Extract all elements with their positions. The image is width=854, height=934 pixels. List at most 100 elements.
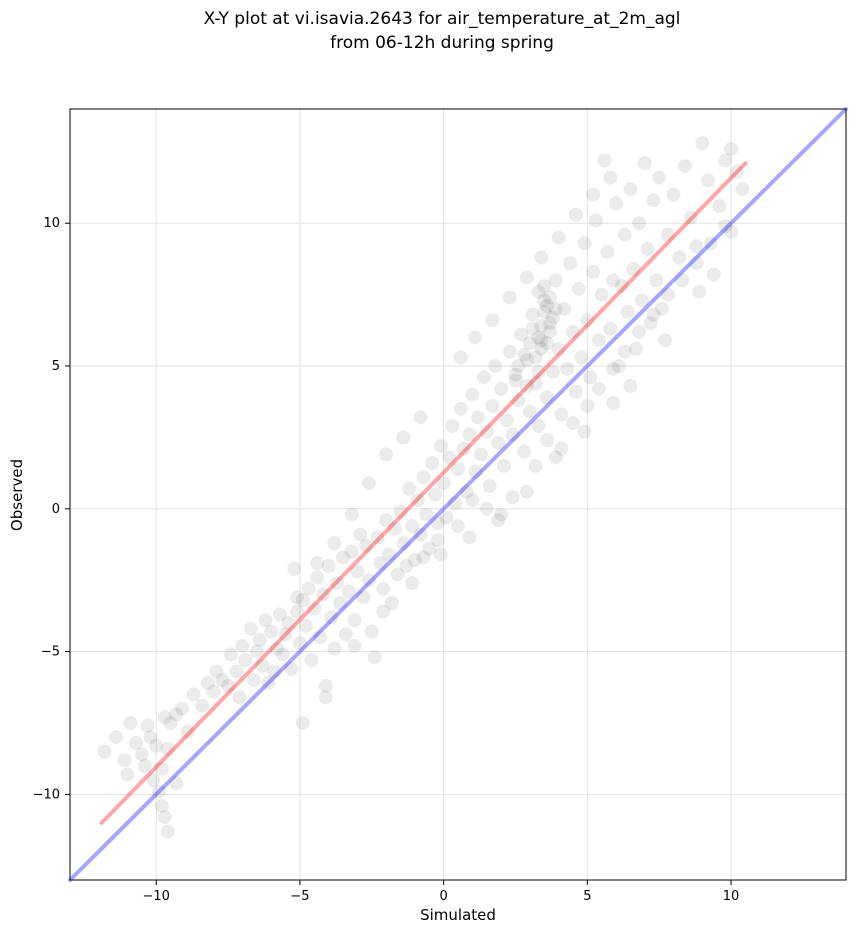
scatter-point bbox=[540, 299, 555, 314]
scatter-point bbox=[456, 441, 471, 456]
scatter-point bbox=[545, 310, 560, 325]
scatter-point bbox=[609, 196, 624, 211]
scatter-point bbox=[499, 413, 514, 428]
grid bbox=[70, 109, 846, 880]
scatter-point bbox=[660, 287, 675, 302]
scatter-point bbox=[445, 418, 460, 433]
scatter-point bbox=[169, 775, 184, 790]
scatter-point bbox=[626, 261, 641, 276]
scatter-point bbox=[471, 410, 486, 425]
scatter-point bbox=[200, 675, 215, 690]
scatter-point bbox=[344, 507, 359, 522]
scatter-point bbox=[373, 556, 388, 571]
scatter-point bbox=[632, 324, 647, 339]
scatter-point bbox=[672, 250, 687, 265]
scatter-point bbox=[614, 279, 629, 294]
x-tick-label: −10 bbox=[143, 889, 170, 904]
scatter-point bbox=[695, 136, 710, 151]
regression-line bbox=[99, 161, 748, 825]
scatter-point bbox=[451, 461, 465, 476]
scatter-point bbox=[353, 527, 368, 542]
scatter-point bbox=[548, 273, 563, 288]
identity-line bbox=[68, 107, 848, 882]
scatter-point bbox=[689, 256, 704, 271]
scatter-point bbox=[632, 216, 647, 231]
scatter-point bbox=[525, 321, 540, 336]
scatter-point bbox=[557, 301, 572, 316]
scatter-point bbox=[390, 567, 405, 582]
scatter-point bbox=[534, 250, 549, 265]
scatter-point bbox=[505, 490, 520, 505]
scatter-point bbox=[264, 624, 279, 639]
scatter-point bbox=[540, 390, 555, 405]
scatter-point bbox=[361, 476, 376, 491]
scatter-point bbox=[275, 647, 290, 662]
scatter-point bbox=[511, 393, 526, 408]
scatter-point bbox=[269, 641, 284, 656]
scatter-point bbox=[568, 384, 583, 399]
scatter-point bbox=[209, 664, 224, 679]
y-tick-label: −5 bbox=[41, 645, 60, 660]
x-axis-label: Simulated bbox=[420, 906, 496, 924]
scatter-point bbox=[485, 398, 500, 413]
scatter-point bbox=[548, 301, 563, 316]
scatter-point bbox=[154, 761, 169, 776]
scatter-point bbox=[364, 624, 379, 639]
scatter-point bbox=[660, 227, 675, 242]
scatter-point bbox=[655, 301, 670, 316]
scatter-point bbox=[298, 618, 313, 633]
scatter-point bbox=[462, 530, 477, 545]
scatter-point bbox=[129, 735, 144, 750]
scatter-point bbox=[519, 270, 534, 285]
scatter-point bbox=[594, 287, 609, 302]
scatter-point bbox=[146, 773, 161, 788]
scatter-point bbox=[571, 281, 586, 296]
scatter-point bbox=[735, 181, 750, 196]
scatter-point bbox=[657, 333, 672, 348]
scatter-point bbox=[180, 724, 195, 739]
scatter-point bbox=[304, 653, 319, 668]
scatter-point bbox=[149, 738, 164, 753]
scatter-point bbox=[272, 607, 287, 622]
scatter-point bbox=[606, 361, 621, 376]
scatter-point bbox=[540, 336, 555, 351]
scatter-point bbox=[703, 236, 718, 251]
scatter-point bbox=[350, 564, 365, 579]
scatter-point bbox=[425, 456, 440, 471]
scatter-point bbox=[318, 690, 333, 705]
scatter-point bbox=[706, 267, 721, 282]
scatter-point bbox=[344, 544, 359, 559]
scatter-point bbox=[620, 304, 635, 319]
scatter-point bbox=[448, 496, 463, 511]
scatter-point bbox=[565, 416, 580, 431]
scatter-point bbox=[586, 264, 601, 279]
scatter-point bbox=[405, 518, 420, 533]
scatter-point bbox=[617, 344, 632, 359]
scatter-point bbox=[327, 536, 342, 551]
scatter-point bbox=[488, 359, 503, 373]
scatter-point bbox=[568, 207, 583, 222]
scatter-point bbox=[238, 653, 253, 668]
scatter-point bbox=[603, 321, 618, 336]
scatter-point bbox=[479, 424, 494, 439]
scatter-point bbox=[301, 581, 316, 596]
fit-lines bbox=[68, 107, 848, 882]
scatter-point bbox=[310, 570, 325, 585]
scatter-point bbox=[531, 364, 546, 379]
scatter-point bbox=[318, 678, 333, 693]
scatter-point bbox=[249, 644, 264, 659]
scatter-point bbox=[430, 533, 445, 548]
scatter-point bbox=[416, 470, 431, 485]
scatter-point bbox=[551, 341, 566, 356]
chart-title-line-2: from 06-12h during spring bbox=[330, 33, 554, 53]
scatter-point bbox=[186, 687, 201, 702]
scatter-point bbox=[502, 290, 517, 305]
scatter-point bbox=[548, 450, 563, 465]
scatter-point bbox=[382, 547, 397, 562]
scatter-point bbox=[336, 550, 351, 565]
scatter-point bbox=[252, 633, 267, 648]
scatter-point bbox=[451, 518, 465, 533]
scatter-point bbox=[137, 758, 152, 773]
scatter-point bbox=[522, 336, 537, 351]
scatter-point bbox=[646, 307, 661, 322]
